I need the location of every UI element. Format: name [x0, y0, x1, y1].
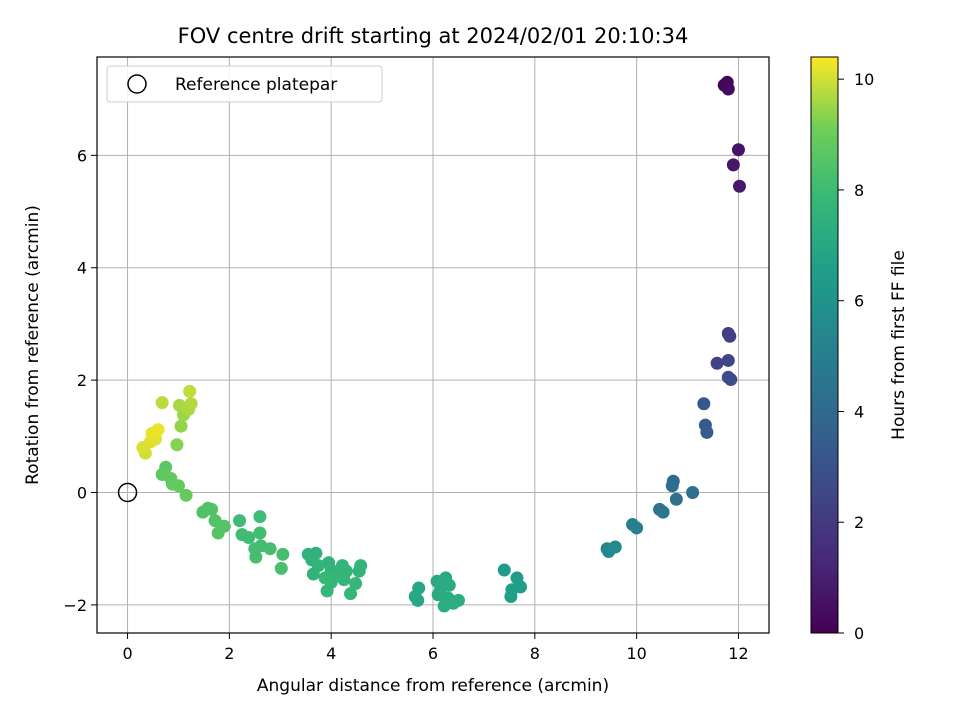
data-point — [174, 419, 188, 433]
data-point — [253, 526, 267, 540]
data-point — [726, 158, 740, 172]
data-point — [253, 510, 267, 524]
data-point — [151, 423, 165, 437]
data-point — [431, 588, 445, 602]
data-point — [349, 577, 363, 591]
colorbar-gradient — [811, 57, 838, 633]
data-point — [306, 567, 320, 581]
data-point — [721, 353, 735, 367]
x-tick-label: 2 — [224, 644, 234, 663]
y-tick-label: 2 — [77, 371, 87, 390]
x-axis-title: Angular distance from reference (arcmin) — [257, 676, 609, 696]
data-point — [352, 564, 366, 578]
data-point — [630, 521, 644, 535]
data-point — [656, 505, 670, 519]
data-point — [697, 397, 711, 411]
data-point — [155, 396, 169, 410]
data-point — [504, 589, 518, 603]
data-point — [171, 479, 185, 493]
colorbar-tick-label: 10 — [854, 70, 874, 89]
data-point — [337, 573, 351, 587]
x-tick-label: 8 — [530, 644, 540, 663]
x-tick-label: 10 — [626, 644, 646, 663]
x-tick-label: 12 — [728, 644, 748, 663]
data-point — [274, 561, 288, 575]
data-point — [723, 329, 737, 343]
colorbar-frame — [810, 56, 839, 634]
data-point — [608, 540, 622, 554]
data-point — [710, 356, 724, 370]
data-point — [344, 587, 358, 601]
chart-title: FOV centre drift starting at 2024/02/01 … — [178, 24, 689, 48]
data-point — [437, 599, 451, 613]
data-point — [669, 492, 683, 506]
colorbar: 0 2 4 6 8 10 Hours from first FF file — [810, 56, 909, 643]
data-point — [721, 82, 735, 96]
data-point — [184, 397, 198, 411]
legend-box — [106, 65, 383, 103]
data-point — [411, 593, 425, 607]
y-tick-label: 4 — [77, 259, 87, 278]
data-point — [205, 502, 219, 516]
legend-marker-icon — [127, 74, 147, 94]
colorbar-tick-label: 8 — [854, 181, 864, 200]
plot-points — [136, 75, 746, 613]
legend: Reference platepar — [106, 65, 383, 103]
data-point — [724, 373, 738, 387]
data-point — [665, 479, 679, 493]
data-point — [211, 526, 225, 540]
x-tick-label: 0 — [122, 644, 132, 663]
data-point — [276, 547, 290, 561]
colorbar-tick-label: 4 — [854, 402, 864, 421]
data-point — [233, 514, 247, 528]
data-point — [179, 488, 193, 502]
data-point — [514, 580, 528, 594]
data-point — [242, 530, 256, 544]
x-tick-label: 4 — [326, 644, 336, 663]
data-point — [686, 486, 700, 500]
data-point — [732, 179, 746, 193]
data-point — [320, 584, 334, 598]
colorbar-tick-label: 6 — [854, 292, 864, 311]
colorbar-tick-label: 0 — [854, 624, 864, 643]
data-point — [263, 542, 277, 556]
data-point — [249, 550, 263, 564]
y-axis: −2 0 2 4 6 — [63, 146, 97, 615]
data-point — [318, 571, 332, 585]
data-point — [497, 563, 511, 577]
reference-point-marker — [117, 482, 138, 503]
data-point — [731, 143, 745, 157]
grid — [97, 57, 769, 633]
y-tick-label: 6 — [77, 146, 87, 165]
y-tick-label: −2 — [63, 596, 87, 615]
x-tick-label: 6 — [428, 644, 438, 663]
legend-label: Reference platepar — [175, 75, 337, 95]
x-axis: 0 2 4 6 8 10 12 — [122, 633, 749, 663]
colorbar-ticks: 0 2 4 6 8 10 — [838, 70, 874, 643]
y-axis-title: Rotation from reference (arcmin) — [23, 205, 43, 485]
data-point — [170, 438, 184, 452]
data-point — [700, 425, 714, 439]
y-tick-label: 0 — [77, 484, 87, 503]
colorbar-tick-label: 2 — [854, 513, 864, 532]
colorbar-label: Hours from first FF file — [889, 250, 909, 440]
data-point — [183, 384, 197, 398]
